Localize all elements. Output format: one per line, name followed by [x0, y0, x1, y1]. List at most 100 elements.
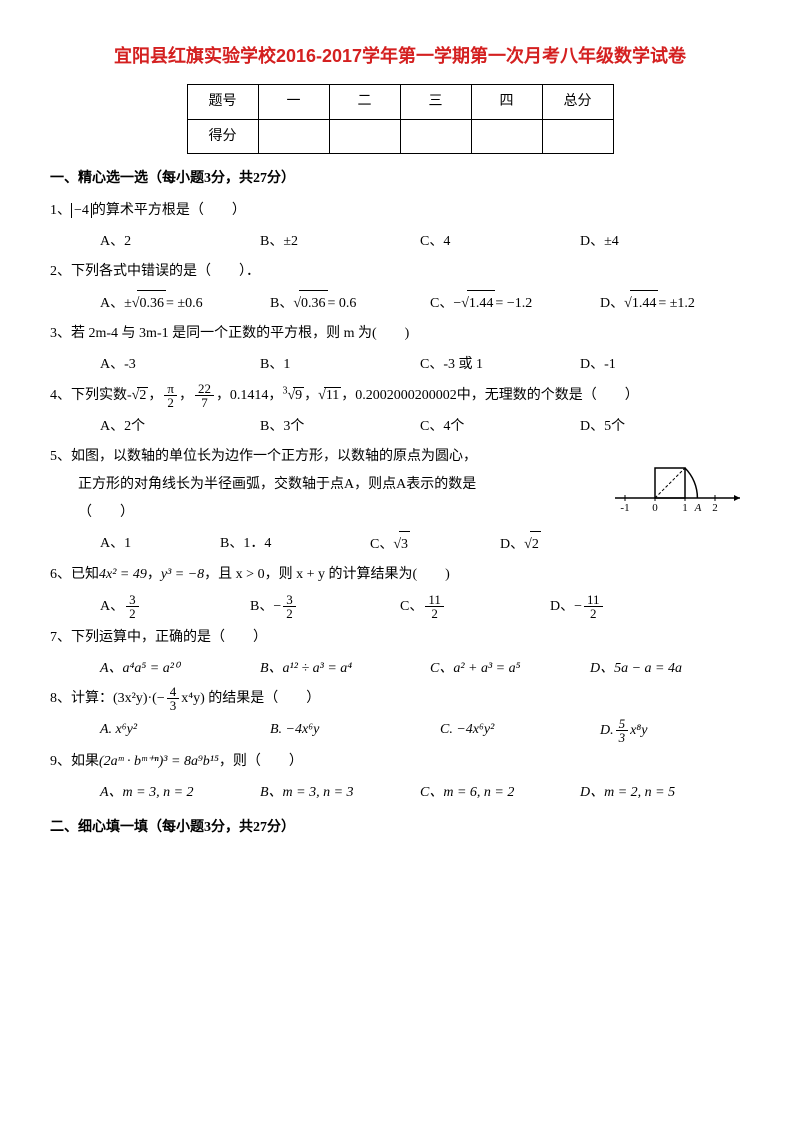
den: 2	[126, 606, 139, 620]
td-blank	[542, 119, 613, 153]
num: 11	[584, 593, 603, 606]
q1-stem-a: 1、	[50, 203, 71, 218]
t: 4、下列实数-	[50, 388, 132, 403]
opt-c: C、4个	[420, 414, 580, 439]
frac-4-3: 43	[167, 685, 180, 712]
td-blank	[400, 119, 471, 153]
t: ，则（ ）	[219, 754, 303, 769]
t: D、	[600, 291, 624, 316]
td-blank	[471, 119, 542, 153]
q2-options: A、±√0.36 = ±0.6 B、√0.36 = 0.6 C、−√1.44 =…	[50, 290, 750, 316]
den: 7	[195, 395, 214, 409]
opt-b: B、a¹² ÷ a³ = a⁴	[260, 656, 430, 681]
t: 6、已知	[50, 567, 99, 582]
t: = ±1.2	[658, 291, 695, 316]
t: C、−	[430, 291, 461, 316]
t: B、	[270, 291, 293, 316]
opt-a: A、±√0.36 = ±0.6	[100, 290, 270, 316]
t: D、−	[550, 594, 582, 619]
section-2-head: 二、细心填一填（每小题3分，共27分）	[50, 815, 750, 840]
section-1-head: 一、精心选一选（每小题3分，共27分）	[50, 166, 750, 191]
th-total: 总分	[542, 85, 613, 119]
td-score-label: 得分	[187, 119, 258, 153]
q1-options: A、2 B、±2 C、4 D、±4	[50, 229, 750, 254]
q4-options: A、2个 B、3个 C、4个 D、5个	[50, 414, 750, 439]
opt-a: A、a⁴a⁵ = a²⁰	[100, 656, 260, 681]
den: 2	[164, 395, 177, 409]
num: 3	[283, 593, 296, 606]
opt-d: D、5a − a = 4a	[590, 656, 682, 681]
t: D、	[500, 532, 524, 557]
q5-options: A、1 B、1．4 C、√3 D、√2	[50, 531, 750, 557]
t: = ±0.6	[166, 291, 203, 316]
t: ，0.2002000200002中，无理数的个数是（ ）	[341, 388, 639, 403]
eq: y³ = −8	[161, 567, 204, 582]
opt-b: B、m = 3, n = 3	[260, 780, 420, 805]
table-row: 题号 一 二 三 四 总分	[187, 85, 613, 119]
t: = 0.6	[328, 291, 357, 316]
rad: 1.44	[630, 290, 659, 316]
rad: 2	[137, 387, 148, 403]
opt-d: D、5个	[580, 414, 740, 439]
opt-a: A、m = 3, n = 2	[100, 780, 260, 805]
q1-stem-b: 的算术平方根是（ ）	[92, 203, 246, 218]
t: 9、如果	[50, 754, 99, 769]
opt-c: C、m = 6, n = 2	[420, 780, 580, 805]
t: C、	[370, 532, 393, 557]
q3-options: A、-3 B、1 C、-3 或 1 D、-1	[50, 352, 750, 377]
q6-options: A、32 B、−32 C、112 D、−112	[50, 593, 750, 620]
num: 4	[167, 685, 180, 698]
question-3: 3、若 2m-4 与 3m-1 是同一个正数的平方根，则 m 为( )	[50, 320, 750, 348]
t: A、±	[100, 291, 132, 316]
opt-b: B、3个	[260, 414, 420, 439]
opt-d: D、±4	[580, 229, 740, 254]
t: ，0.1414，	[216, 388, 283, 403]
th-4: 四	[471, 85, 542, 119]
score-table: 题号 一 二 三 四 总分 得分	[187, 84, 614, 153]
rad: 11	[324, 387, 341, 403]
den: 3	[167, 698, 180, 712]
den: 2	[584, 606, 603, 620]
question-6: 6、已知4x² = 49，y³ = −8，且 x > 0，则 x + y 的计算…	[50, 561, 750, 589]
t: D.	[600, 718, 614, 743]
opt-a: A、32	[100, 593, 250, 620]
svg-text:A: A	[694, 502, 702, 513]
svg-text:1: 1	[682, 502, 688, 513]
td-blank	[258, 119, 329, 153]
t: x⁸y	[630, 718, 647, 743]
opt-d: D、√1.44 = ±1.2	[600, 290, 695, 316]
question-1: 1、−4的算术平方根是（ ）	[50, 197, 750, 225]
opt-b: B、1	[260, 352, 420, 377]
exam-title: 宜阳县红旗实验学校2016-2017学年第一学期第一次月考八年级数学试卷	[50, 40, 750, 72]
opt-d: D、√2	[500, 531, 541, 557]
opt-a: A、-3	[100, 352, 260, 377]
opt-b: B、1．4	[220, 531, 370, 557]
num: 3	[126, 593, 139, 606]
svg-text:2: 2	[712, 502, 718, 513]
opt-c: C、4	[420, 229, 580, 254]
opt-a: A、2个	[100, 414, 260, 439]
num: π	[164, 382, 177, 395]
den: 2	[283, 606, 296, 620]
rad: 0.36	[137, 290, 166, 316]
t: = −1.2	[495, 291, 532, 316]
question-8: 8、计算：(3x²y)·(−43x⁴y) 的结果是（ ）	[50, 685, 750, 713]
num: 22	[195, 382, 214, 395]
opt-d: D、m = 2, n = 5	[580, 780, 675, 805]
t: 8、计算：(3x²y)·(−	[50, 691, 165, 706]
opt-b: B、±2	[260, 229, 420, 254]
number-line-figure: -1 0 1 A 2	[610, 443, 750, 524]
t: x⁴y) 的结果是（ ）	[181, 691, 320, 706]
t: C、	[400, 594, 423, 619]
opt-b: B. −4x⁶y	[270, 717, 440, 744]
eq: 4x² = 49	[99, 567, 147, 582]
opt-d: D、−112	[550, 593, 605, 620]
num: 11	[425, 593, 444, 606]
t: A、	[100, 594, 124, 619]
rad: 0.36	[299, 290, 328, 316]
opt-c: C、112	[400, 593, 550, 620]
rad: 3	[399, 531, 410, 557]
t: ，	[147, 567, 161, 582]
rad: 9	[293, 387, 304, 403]
rad: 2	[530, 531, 541, 557]
